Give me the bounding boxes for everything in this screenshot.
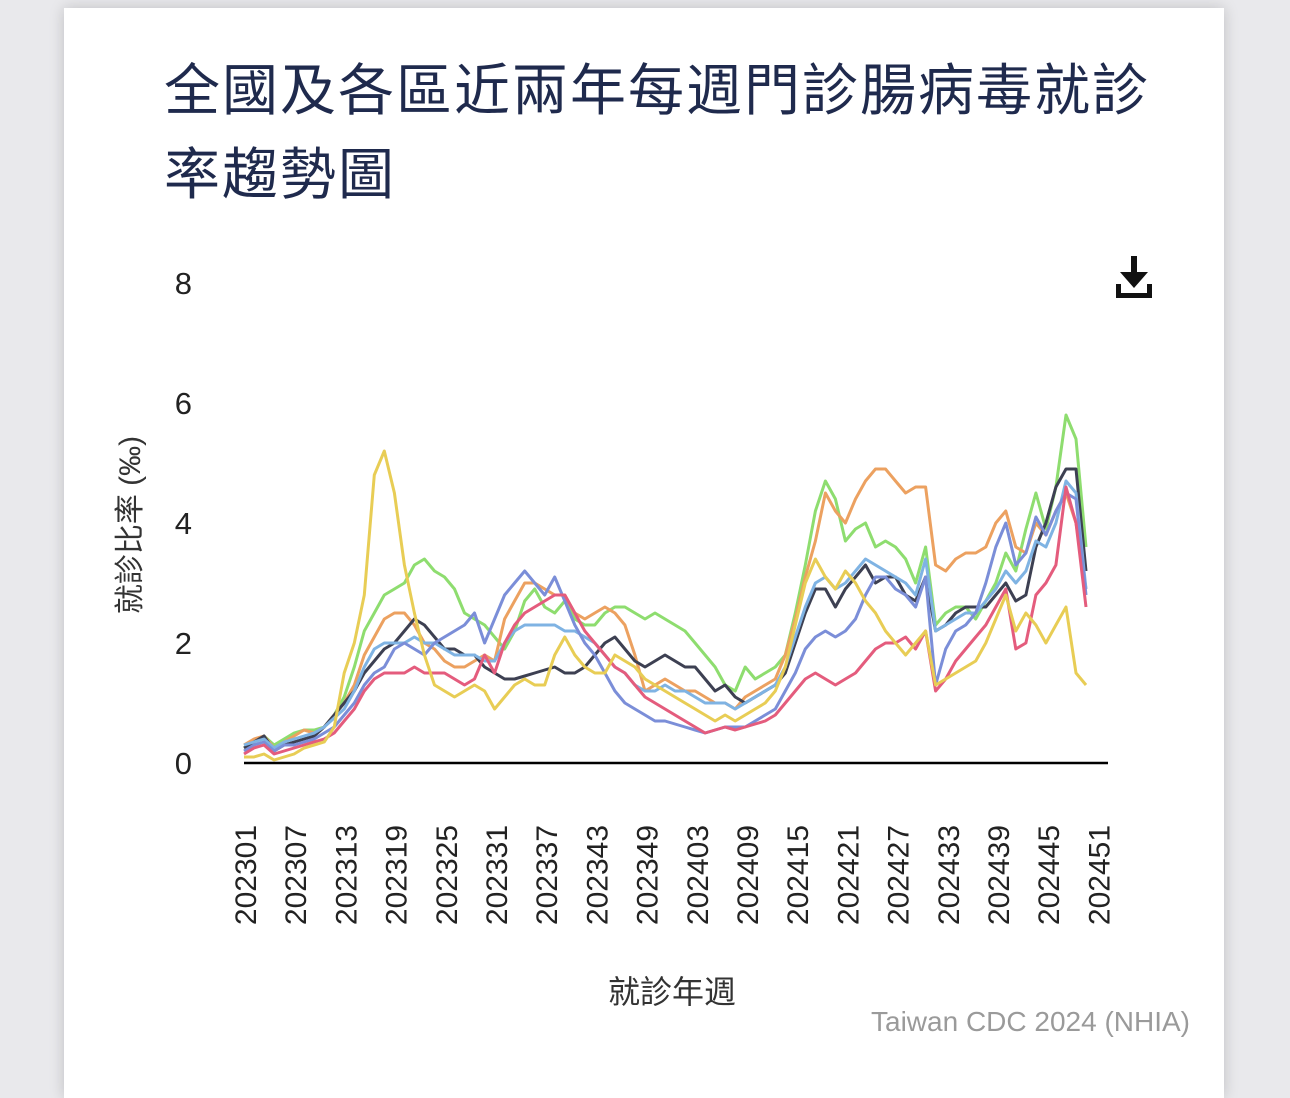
x-tick-label: 202325 xyxy=(431,825,464,925)
series-layer xyxy=(243,413,1088,762)
x-axis-label: 就診年週 xyxy=(608,974,736,1010)
x-tick-label: 202433 xyxy=(933,825,966,925)
source-credit: Taiwan CDC 2024 (NHIA) xyxy=(871,1006,1190,1037)
series-line-4 xyxy=(243,479,1088,750)
download-icon xyxy=(1116,256,1152,298)
x-tick-label: 202421 xyxy=(832,825,865,925)
x-tick-label: 202409 xyxy=(732,825,765,925)
x-axis: 202301 202307 202313 202319 202325 202331 2023… xyxy=(230,825,1116,925)
x-tick-label: 202307 xyxy=(280,825,313,925)
x-tick-label: 202349 xyxy=(632,825,665,925)
y-tick-label: 2 xyxy=(175,626,192,661)
x-tick-label: 202313 xyxy=(330,825,363,925)
y-tick-label: 4 xyxy=(175,506,192,541)
x-tick-label: 202403 xyxy=(682,825,715,925)
x-tick-label: 202415 xyxy=(782,825,815,925)
series-line-1 xyxy=(243,413,1088,750)
y-tick-label: 6 xyxy=(175,386,192,421)
series-line-5 xyxy=(243,491,1088,753)
y-tick-label: 0 xyxy=(175,746,192,781)
y-tick-label: 8 xyxy=(175,266,192,301)
download-button[interactable] xyxy=(1112,254,1156,302)
x-tick-label: 202319 xyxy=(381,825,414,925)
x-tick-label: 202343 xyxy=(581,825,614,925)
x-tick-label: 202451 xyxy=(1083,825,1116,925)
x-tick-label: 202445 xyxy=(1033,825,1066,925)
x-tick-label: 202337 xyxy=(531,825,564,925)
x-tick-label: 202331 xyxy=(481,825,514,925)
y-axis-label: 就診比率 (‰) xyxy=(114,436,147,614)
x-tick-label: 202439 xyxy=(983,825,1016,925)
y-axis: 0 2 4 6 8 xyxy=(175,266,192,781)
x-tick-label: 202301 xyxy=(230,825,263,925)
x-tick-label: 202427 xyxy=(883,825,916,925)
chart-title: 全國及各區近兩年每週門診腸病毒就診率趨勢圖 xyxy=(164,59,1150,208)
series-line-7 xyxy=(244,449,1088,762)
series-line-2 xyxy=(243,467,1088,750)
